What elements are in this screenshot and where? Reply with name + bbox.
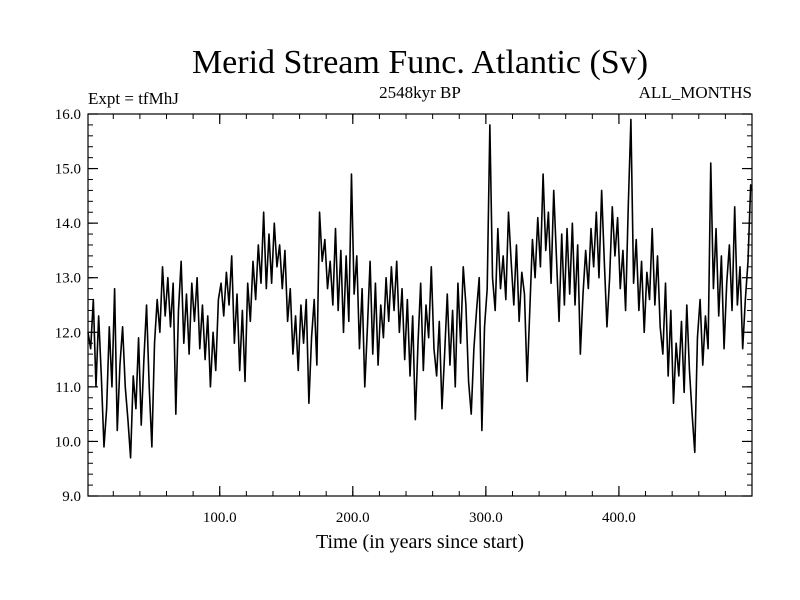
- y-tick-label: 9.0: [62, 489, 81, 505]
- plot-area: 100.0 200.0 300.0 400.0 9.0 10.0 11.0 12.0 13.0 1…: [55, 107, 753, 526]
- x-tick-label: 100.0: [203, 510, 237, 526]
- y-tick-label: 15.0: [55, 162, 81, 178]
- experiment-label: Expt = tfMhJ: [88, 89, 179, 108]
- data-series-line: [87, 118, 753, 459]
- x-axis-label: Time (in years since start): [316, 531, 524, 553]
- plot-frame: [87, 113, 753, 497]
- y-tick-label: 13.0: [55, 271, 81, 287]
- x-tick-label: 400.0: [602, 510, 636, 526]
- y-tick-label: 11.0: [55, 380, 81, 396]
- months-label: ALL_MONTHS: [639, 83, 752, 102]
- y-tick-label: 14.0: [55, 216, 81, 232]
- y-tick-label: 10.0: [55, 434, 81, 450]
- x-tick-label: 200.0: [336, 510, 370, 526]
- period-label: 2548kyr BP: [379, 83, 461, 102]
- chart-title: Merid Stream Func. Atlantic (Sv): [192, 44, 648, 81]
- y-tick-label: 16.0: [55, 107, 81, 123]
- x-tick-label: 300.0: [469, 510, 503, 526]
- y-tick-label: 12.0: [55, 325, 81, 341]
